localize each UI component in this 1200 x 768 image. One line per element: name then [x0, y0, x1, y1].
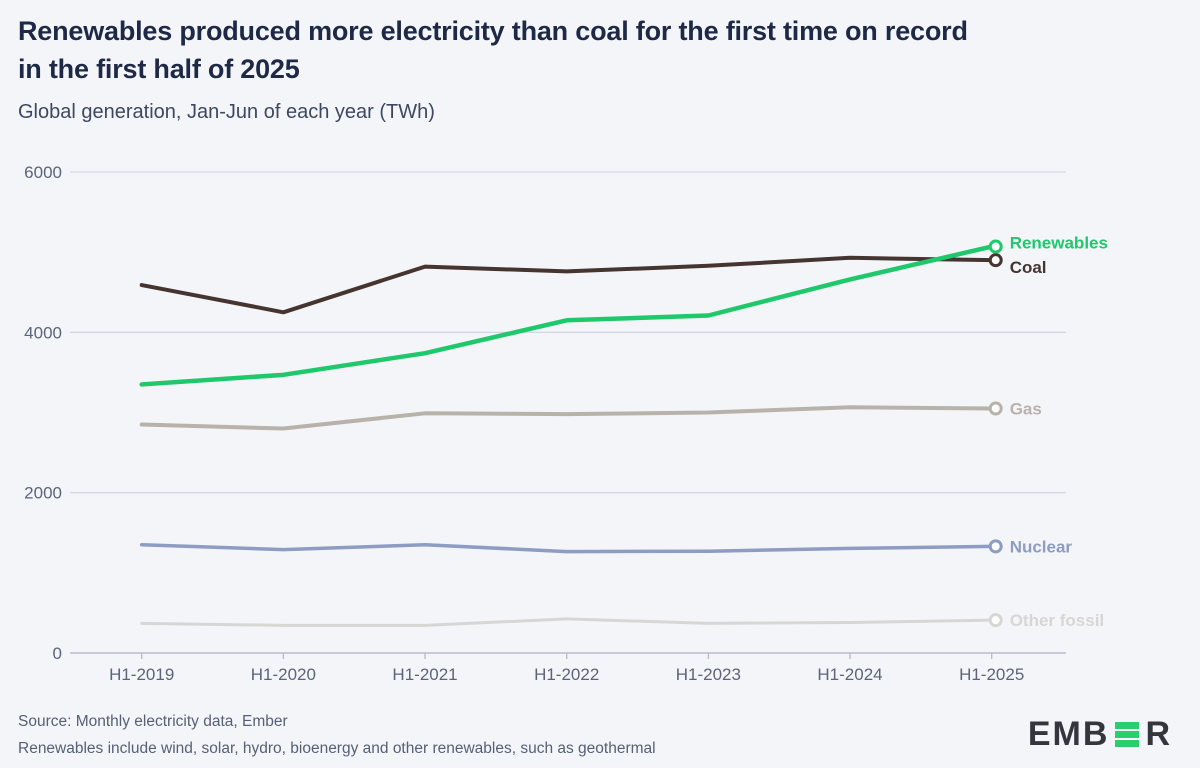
y-tick-label-6000: 6000 [24, 163, 62, 182]
page-title: Renewables produced more electricity tha… [18, 12, 1188, 88]
series-endpoint-marker-gas [988, 401, 1003, 416]
x-tick-label-h1-2021: H1-2021 [392, 665, 457, 684]
ember-logo: EMB R [1028, 717, 1172, 751]
y-tick-label-2000: 2000 [24, 484, 62, 503]
chart: 0 2000 4000 6000 H1-2019 H1-2020 H1-2021 H1-202… [24, 163, 1108, 684]
source-note: Source: Monthly electricity data, Ember [18, 713, 288, 730]
x-tick-label-h1-2024: H1-2024 [817, 665, 882, 684]
series-endpoint-marker-renewables [988, 239, 1003, 254]
series-line-gas [139, 405, 994, 431]
x-tick-label-h1-2019: H1-2019 [109, 665, 174, 684]
series-line-renewables [139, 244, 994, 387]
series-label-other-fossil: Other fossil [1010, 611, 1104, 630]
x-tick-label-h1-2025: H1-2025 [959, 665, 1024, 684]
series-line-coal [139, 255, 994, 315]
x-tick-label-h1-2022: H1-2022 [534, 665, 599, 684]
renewables-definition-note: Renewables include wind, solar, hydro, b… [18, 740, 656, 757]
page-title-line2: in the first half of 2025 [18, 54, 300, 84]
ember-logo-green-e-icon [1115, 721, 1140, 747]
ember-logo-suffix: R [1145, 715, 1172, 753]
y-tick-label-0: 0 [53, 644, 62, 663]
series-label-nuclear: Nuclear [1010, 537, 1073, 556]
chart-footer: Source: Monthly electricity data, Ember … [18, 708, 656, 762]
series-endpoint-marker-coal [988, 253, 1003, 268]
series-line-other-fossil [140, 617, 994, 627]
series-label-gas: Gas [1010, 399, 1042, 418]
x-tick-label-h1-2020: H1-2020 [251, 665, 316, 684]
ember-logo-prefix: EMB [1027, 715, 1110, 753]
x-tick-label-h1-2023: H1-2023 [676, 665, 741, 684]
page-title-line1: Renewables produced more electricity tha… [18, 16, 968, 46]
series-endpoint-marker-other-fossil [988, 613, 1003, 628]
series-line-nuclear [139, 543, 994, 554]
series-endpoint-marker-nuclear [988, 539, 1003, 554]
chart-subtitle: Global generation, Jan-Jun of each year … [18, 101, 435, 123]
y-tick-label-4000: 4000 [24, 323, 62, 342]
series-label-coal: Coal [1010, 258, 1047, 277]
series-label-renewables: Renewables [1010, 234, 1108, 253]
